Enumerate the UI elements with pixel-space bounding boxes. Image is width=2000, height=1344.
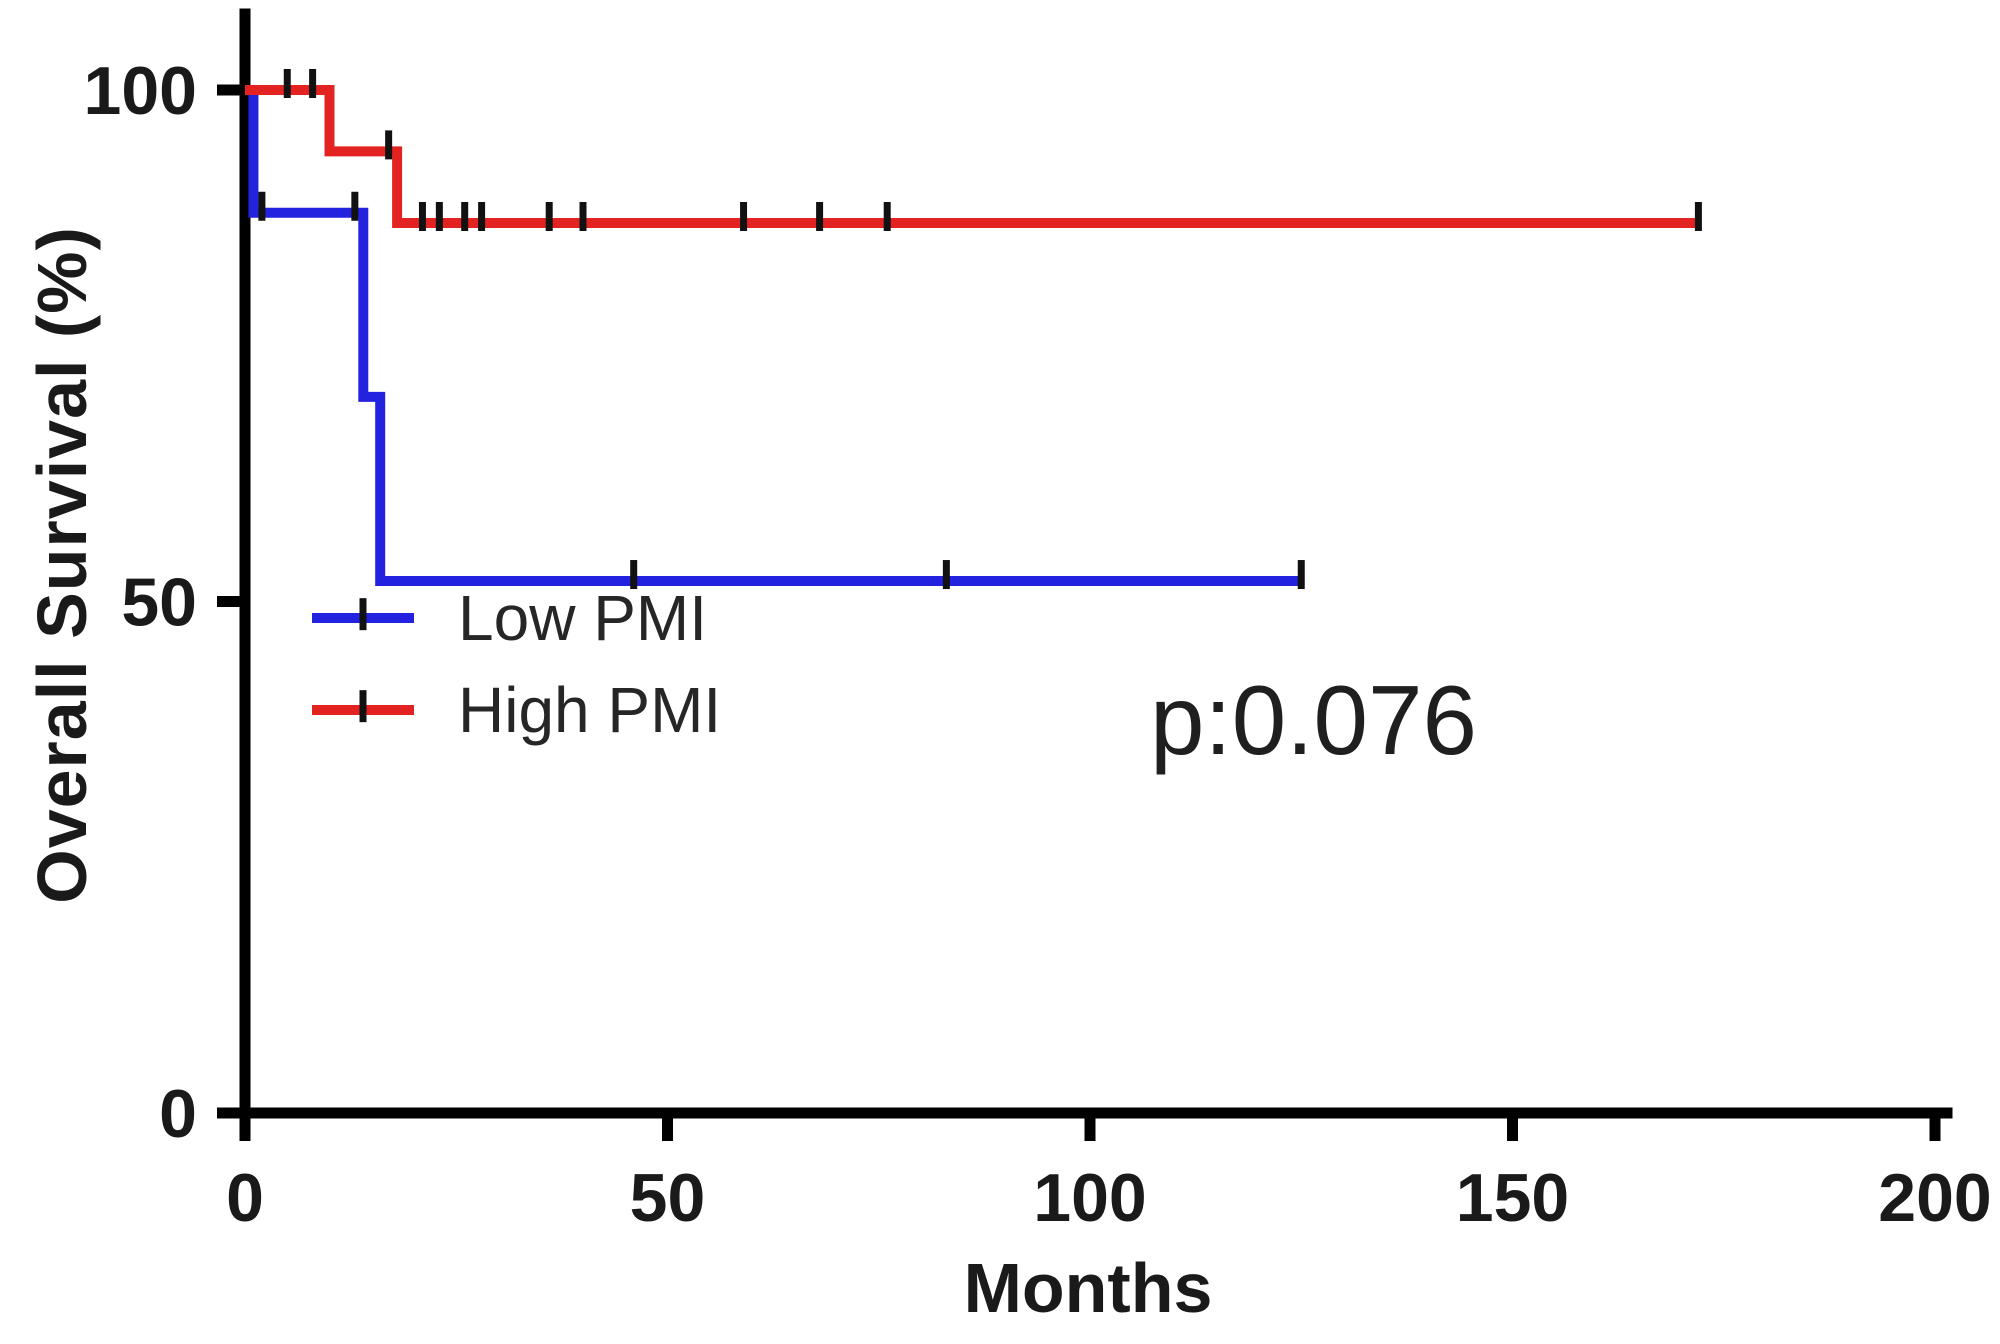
legend-label-high-pmi: High PMI <box>458 674 722 746</box>
y-axis-title: Overall Survival (%) <box>23 226 101 904</box>
legend-item-high-pmi: High PMI <box>312 674 722 746</box>
censor-tick-icon <box>359 690 367 723</box>
svg-text:150: 150 <box>1456 1160 1569 1236</box>
legend: Low PMI High PMI <box>312 582 722 746</box>
svg-text:100: 100 <box>1033 1160 1146 1236</box>
censor-tick-icon <box>359 598 367 631</box>
svg-text:100: 100 <box>84 53 197 129</box>
legend-label-low-pmi: Low PMI <box>458 582 707 654</box>
svg-text:0: 0 <box>159 1076 197 1152</box>
svg-text:50: 50 <box>121 565 197 641</box>
legend-line-swatch-low-pmi <box>312 598 414 631</box>
x-axis-title: Months <box>963 1249 1213 1327</box>
svg-text:0: 0 <box>226 1160 264 1236</box>
legend-line-swatch-high-pmi <box>312 690 414 723</box>
p-value-annotation: p:0.076 <box>1150 665 1477 775</box>
legend-item-low-pmi: Low PMI <box>312 582 721 654</box>
svg-text:50: 50 <box>630 1160 706 1236</box>
svg-text:200: 200 <box>1878 1160 1991 1236</box>
